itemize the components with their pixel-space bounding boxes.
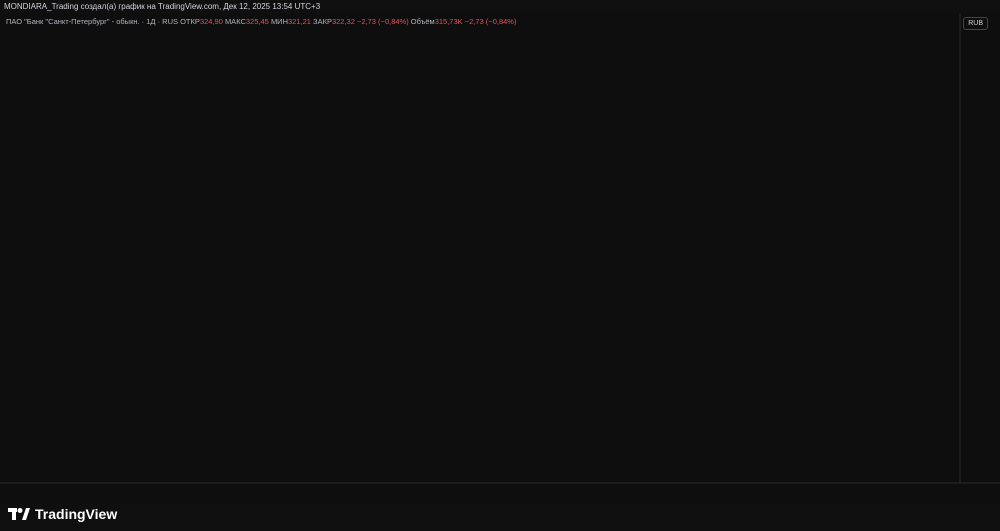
volume-label: Объём: [410, 17, 435, 26]
volume: 315,73K: [434, 17, 463, 26]
ohlc-value: 325,45: [245, 17, 269, 26]
ohlc-value: 321,21: [288, 17, 311, 26]
chart-panel: [0, 14, 1000, 500]
ohlc-label: ОТКР: [180, 17, 200, 26]
symbol: ПАО "Банк "Санкт-Петербург" - обыкн. · 1…: [6, 17, 178, 26]
brand: TradingView: [35, 506, 118, 522]
footer-logo: TradingView: [8, 506, 117, 522]
ohlc-label: ЗАКР: [313, 17, 332, 26]
symbol-legend: ПАО "Банк "Санкт-Петербург" - обыкн. · 1…: [6, 17, 516, 26]
volume-change: −2,73 (−0,84%): [464, 17, 517, 26]
ohlc-label: МИН: [270, 17, 288, 26]
ohlc-value: 324,90: [199, 17, 223, 26]
change: −2,73 (−0,84%): [357, 17, 409, 26]
ohlc-label: МАКС: [224, 17, 246, 26]
ohlc-value: 322,32: [331, 17, 355, 26]
currency-button[interactable]: RUB: [963, 17, 988, 30]
logo-icon: [8, 508, 30, 520]
header-title: MONDIARA_Trading создал(а) график на Tra…: [4, 2, 321, 11]
